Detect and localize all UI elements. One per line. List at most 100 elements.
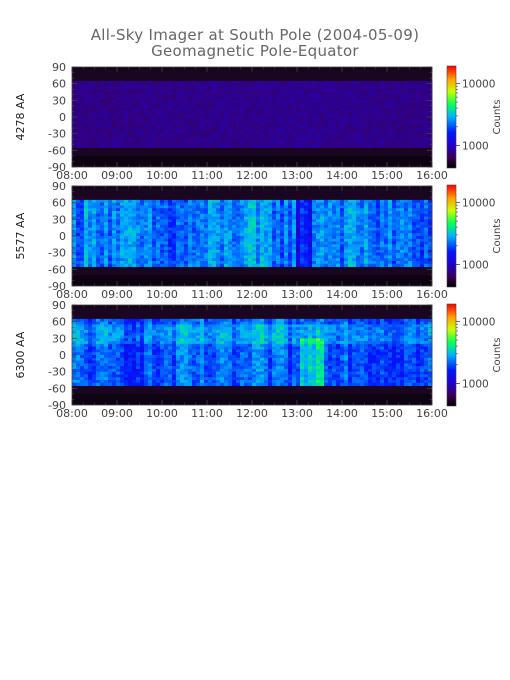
heatmap-cell: [284, 108, 289, 112]
heatmap-cell: [400, 103, 405, 107]
heatmap-cell: [116, 94, 121, 98]
heatmap-cell: [276, 216, 281, 220]
heatmap-cell: [356, 142, 361, 146]
heatmap-cell: [308, 114, 313, 118]
heatmap-cell: [104, 338, 109, 342]
heatmap-cell: [108, 114, 113, 118]
heatmap-cell: [160, 238, 165, 242]
heatmap-cell: [224, 241, 229, 245]
heatmap-cell: [376, 119, 381, 123]
heatmap-cell: [212, 258, 217, 262]
heatmap-cell: [156, 227, 161, 231]
heatmap-cell: [112, 119, 117, 123]
heatmap-cell: [188, 247, 193, 251]
heatmap-cell: [244, 117, 249, 121]
heatmap-cell: [280, 89, 285, 93]
heatmap-cell: [416, 136, 421, 140]
y-tick-label: 0: [59, 111, 66, 124]
heatmap-cell: [176, 136, 181, 140]
heatmap-cell: [416, 83, 421, 87]
heatmap-cell: [220, 105, 225, 110]
heatmap-cell: [360, 230, 365, 234]
heatmap-cell: [92, 92, 97, 96]
heatmap-cell: [260, 258, 265, 262]
heatmap-cell: [232, 202, 237, 206]
heatmap-cell: [396, 236, 401, 240]
heatmap-cell: [388, 97, 393, 101]
heatmap-cell: [200, 216, 205, 220]
heatmap-cell: [116, 346, 121, 350]
heatmap-cell: [392, 86, 397, 90]
heatmap-cell: [164, 119, 169, 123]
heatmap-cell: [252, 130, 257, 135]
heatmap-cell: [96, 144, 101, 148]
heatmap-cell: [160, 252, 165, 256]
heatmap-cell: [324, 139, 329, 143]
heatmap-cell: [88, 360, 93, 364]
heatmap-cell: [84, 346, 89, 350]
heatmap-cell: [168, 111, 173, 115]
heatmap-cell: [160, 230, 165, 234]
heatmap-cell: [252, 114, 257, 118]
heatmap-cell: [164, 80, 169, 85]
heatmap-cell: [300, 244, 305, 248]
heatmap-cell: [364, 244, 369, 248]
heatmap-cell: [96, 233, 101, 237]
heatmap-cell: [344, 227, 349, 231]
heatmap-cell: [108, 371, 113, 375]
heatmap-cell: [280, 208, 285, 212]
heatmap-cell: [104, 144, 109, 148]
heatmap-cell: [364, 219, 369, 223]
heatmap-cell: [116, 83, 121, 87]
heatmap-cell: [216, 136, 221, 140]
heatmap-cell: [308, 252, 313, 256]
heatmap-cell: [112, 244, 117, 248]
heatmap-cell: [248, 133, 253, 137]
heatmap-cell: [92, 343, 97, 348]
heatmap-cell: [276, 241, 281, 245]
heatmap-cell: [304, 125, 309, 129]
heatmap-cell: [268, 249, 273, 254]
heatmap-cell: [192, 230, 197, 234]
heatmap-cell: [288, 219, 293, 223]
heatmap-cell: [120, 205, 125, 209]
heatmap-cell: [140, 261, 145, 265]
heatmap-cell: [332, 261, 337, 265]
heatmap-cell: [416, 108, 421, 112]
heatmap-cell: [88, 355, 93, 359]
heatmap-cell: [284, 216, 289, 220]
heatmap-cell: [188, 205, 193, 209]
heatmap-cell: [92, 366, 97, 370]
heatmap-cell: [356, 213, 361, 217]
heatmap-cell: [204, 252, 209, 256]
heatmap-cell: [252, 205, 257, 209]
heatmap-cell: [180, 89, 185, 93]
heatmap-cell: [284, 97, 289, 101]
heatmap-cell: [104, 139, 109, 143]
heatmap-cell: [160, 224, 165, 229]
heatmap-cell: [124, 244, 129, 248]
heatmap-cell: [420, 224, 425, 229]
heatmap-cell: [188, 100, 193, 104]
heatmap-cell: [168, 199, 173, 204]
heatmap-cell: [380, 100, 385, 104]
heatmap-cell: [372, 255, 377, 259]
heatmap-cell: [424, 211, 429, 215]
heatmap-cell: [164, 241, 169, 245]
heatmap-cell: [184, 252, 189, 256]
heatmap-cell: [104, 133, 109, 137]
heatmap-cell: [332, 216, 337, 220]
heatmap-cell: [144, 255, 149, 259]
heatmap-cell: [136, 219, 141, 223]
heatmap-cell: [76, 208, 81, 212]
heatmap-cell: [116, 255, 121, 259]
heatmap-cell: [328, 105, 333, 110]
heatmap-cell: [232, 103, 237, 107]
heatmap-cell: [196, 125, 201, 129]
heatmap-cell: [264, 114, 269, 118]
heatmap-cell: [336, 86, 341, 90]
heatmap-cell: [84, 213, 89, 217]
heatmap-cell: [280, 205, 285, 209]
heatmap-cell: [120, 133, 125, 137]
heatmap-cell: [104, 94, 109, 98]
